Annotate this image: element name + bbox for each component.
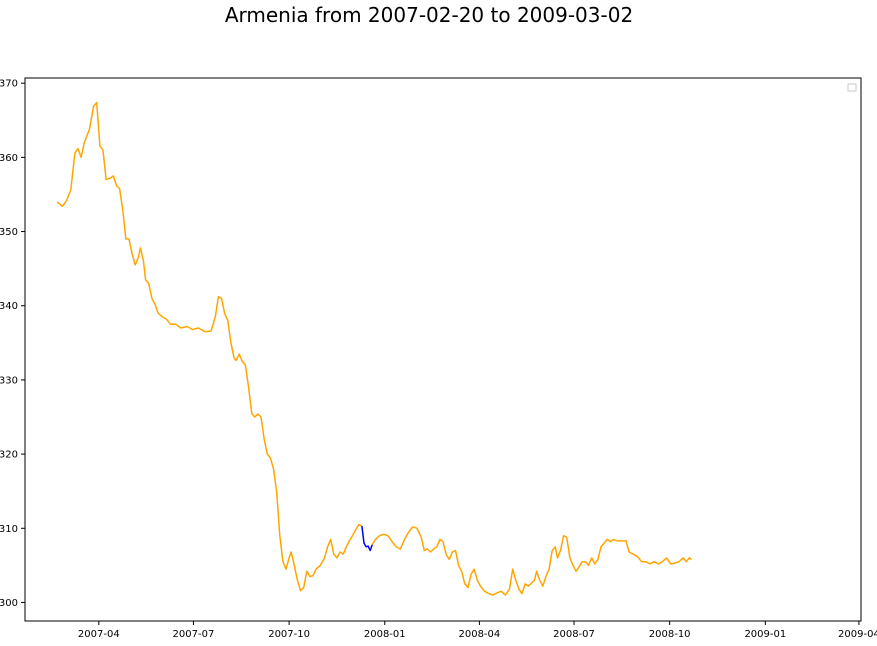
plot-area-lines bbox=[56, 101, 692, 596]
y-tick-label: 350 bbox=[0, 227, 18, 238]
x-tick-label: 2009-01 bbox=[744, 629, 786, 640]
x-tick-label: 2008-01 bbox=[364, 629, 406, 640]
x-tick-label: 2007-07 bbox=[173, 629, 215, 640]
y-tick-label: 310 bbox=[0, 524, 18, 535]
x-tick-label: 2009-04 bbox=[838, 629, 877, 640]
y-axis: 300 310 320 330 340 350 360 370 bbox=[0, 79, 25, 609]
x-axis: 2007-04 2007-07 2007-10 2008-01 2008-04 2008-… bbox=[78, 621, 877, 640]
x-tick-label: 2008-10 bbox=[649, 629, 691, 640]
plot-frame bbox=[24, 77, 862, 622]
x-tick-label: 2008-07 bbox=[553, 629, 595, 640]
x-tick-label: 2007-10 bbox=[268, 629, 310, 640]
y-tick-label: 340 bbox=[0, 301, 18, 312]
y-tick-label: 370 bbox=[0, 79, 18, 90]
series-line-1 bbox=[361, 525, 374, 552]
x-tick-label: 2007-04 bbox=[78, 629, 120, 640]
y-tick-label: 320 bbox=[0, 450, 18, 461]
y-tick-label: 330 bbox=[0, 375, 18, 386]
series-line-0 bbox=[56, 101, 363, 592]
chart-title: Armenia from 2007-02-20 to 2009-03-02 bbox=[225, 3, 633, 27]
x-tick-label: 2008-04 bbox=[458, 629, 500, 640]
y-tick-label: 360 bbox=[0, 153, 18, 164]
series-line-2 bbox=[371, 526, 692, 596]
legend-box bbox=[847, 83, 857, 92]
y-tick-label: 300 bbox=[0, 598, 18, 609]
